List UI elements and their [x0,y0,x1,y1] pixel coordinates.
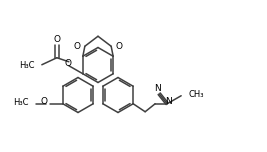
Text: O: O [74,42,81,51]
Text: O: O [64,59,71,68]
Text: N: N [154,84,160,93]
Text: O: O [53,35,60,44]
Text: N: N [165,97,171,106]
Text: O: O [41,97,48,106]
Text: O: O [115,42,122,51]
Text: CH₃: CH₃ [188,90,204,99]
Text: H₃C: H₃C [19,61,35,70]
Text: H₃C: H₃C [13,98,29,107]
